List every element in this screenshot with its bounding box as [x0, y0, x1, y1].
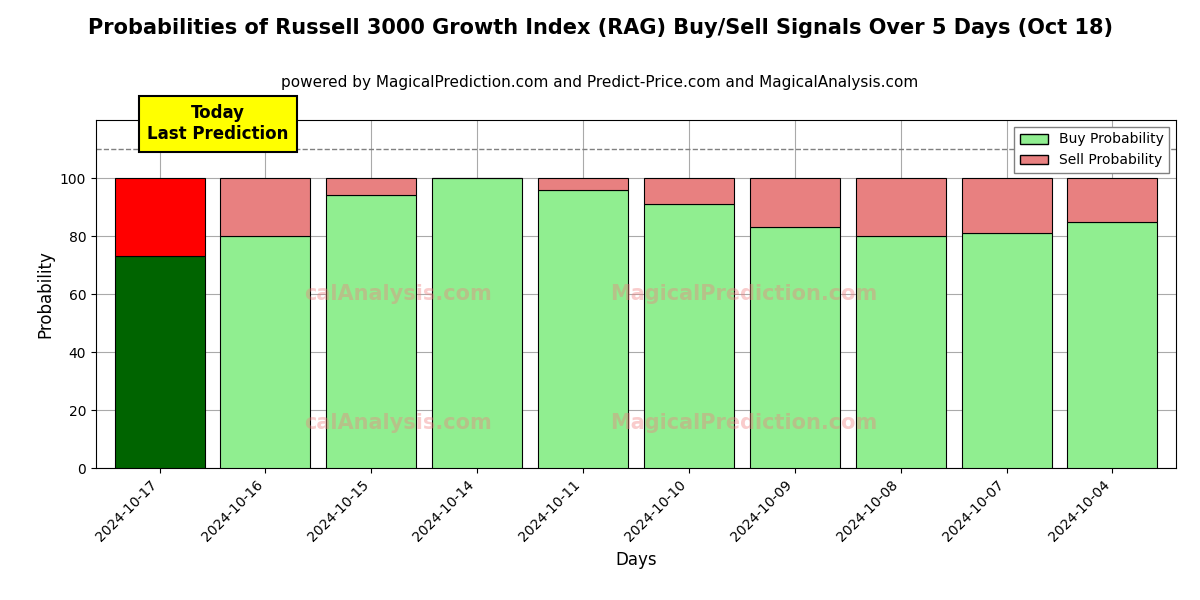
- Bar: [1068, 221, 1158, 468]
- Text: calAnalysis.com: calAnalysis.com: [305, 284, 492, 304]
- Bar: [326, 178, 416, 196]
- Bar: [856, 178, 946, 236]
- Bar: [644, 204, 734, 468]
- Bar: [221, 236, 311, 468]
- Bar: [644, 178, 734, 204]
- Bar: [961, 178, 1051, 233]
- Text: MagicalPrediction.com: MagicalPrediction.com: [611, 413, 877, 433]
- Bar: [538, 190, 628, 468]
- Bar: [432, 178, 522, 468]
- Bar: [114, 256, 204, 468]
- Text: powered by MagicalPrediction.com and Predict-Price.com and MagicalAnalysis.com: powered by MagicalPrediction.com and Pre…: [281, 75, 919, 90]
- Bar: [856, 236, 946, 468]
- Bar: [1068, 178, 1158, 221]
- Bar: [221, 178, 311, 236]
- X-axis label: Days: Days: [616, 551, 656, 569]
- Bar: [538, 178, 628, 190]
- Text: Probabilities of Russell 3000 Growth Index (RAG) Buy/Sell Signals Over 5 Days (O: Probabilities of Russell 3000 Growth Ind…: [88, 18, 1112, 38]
- Y-axis label: Probability: Probability: [36, 250, 54, 338]
- Bar: [750, 227, 840, 468]
- Text: Today
Last Prediction: Today Last Prediction: [148, 104, 288, 143]
- Bar: [326, 196, 416, 468]
- Bar: [114, 178, 204, 256]
- Bar: [961, 233, 1051, 468]
- Text: calAnalysis.com: calAnalysis.com: [305, 413, 492, 433]
- Legend: Buy Probability, Sell Probability: Buy Probability, Sell Probability: [1014, 127, 1169, 173]
- Bar: [750, 178, 840, 227]
- Text: MagicalPrediction.com: MagicalPrediction.com: [611, 284, 877, 304]
